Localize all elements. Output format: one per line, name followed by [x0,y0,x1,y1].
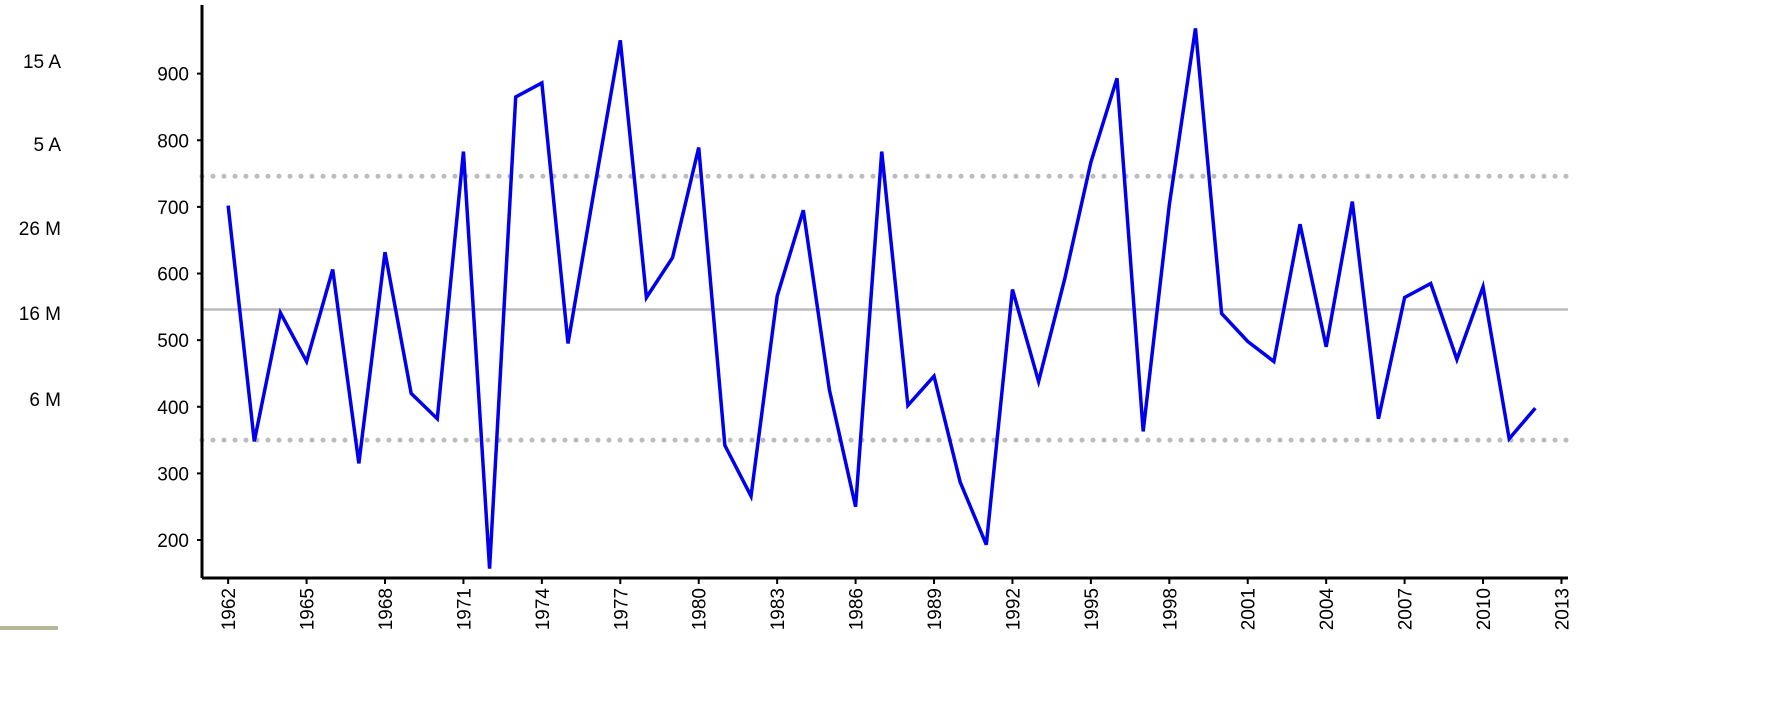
decor-bar [0,626,58,630]
y-tick-label: 700 [157,198,189,219]
y-tick-label: 200 [157,531,189,552]
x-tick-label: 1977 [611,588,632,630]
x-tick-label: 1998 [1160,588,1181,630]
x-tick-label: 1986 [847,588,868,630]
side-label: 15 A [23,52,61,73]
side-labels: 15 A 5 A 26 M 16 M 6 M [19,52,62,411]
series-line [226,28,1537,569]
x-tick-label: 2004 [1317,588,1338,631]
x-tick-label: 1995 [1082,588,1103,630]
x-tick-label: 1968 [376,588,397,630]
y-tick-label: 800 [157,131,189,152]
y-tick-label: 500 [157,331,189,352]
y-tick-label: 400 [157,398,189,419]
side-label: 6 M [29,390,61,411]
x-tick-label: 1983 [768,588,789,630]
x-tick-label: 1974 [533,588,554,631]
side-label: 5 A [34,135,62,156]
side-label: 16 M [19,304,61,325]
x-tick-label: 2010 [1474,588,1495,630]
x-tick-label: 2001 [1239,588,1260,630]
x-tick-label: 1965 [298,588,319,630]
x-tick-label: 1992 [1003,588,1024,630]
side-label: 26 M [19,219,61,240]
x-tick-label: 1989 [925,588,946,630]
y-tick-label: 900 [157,65,189,86]
y-tick-label: 300 [157,464,189,485]
x-tick-label: 2013 [1552,588,1573,630]
x-tick-label: 1980 [690,588,711,630]
y-tick-label: 600 [157,265,189,286]
x-tick-label: 2007 [1396,588,1417,630]
x-tick-label: 1962 [219,588,240,630]
x-tick-label: 1971 [454,588,475,630]
